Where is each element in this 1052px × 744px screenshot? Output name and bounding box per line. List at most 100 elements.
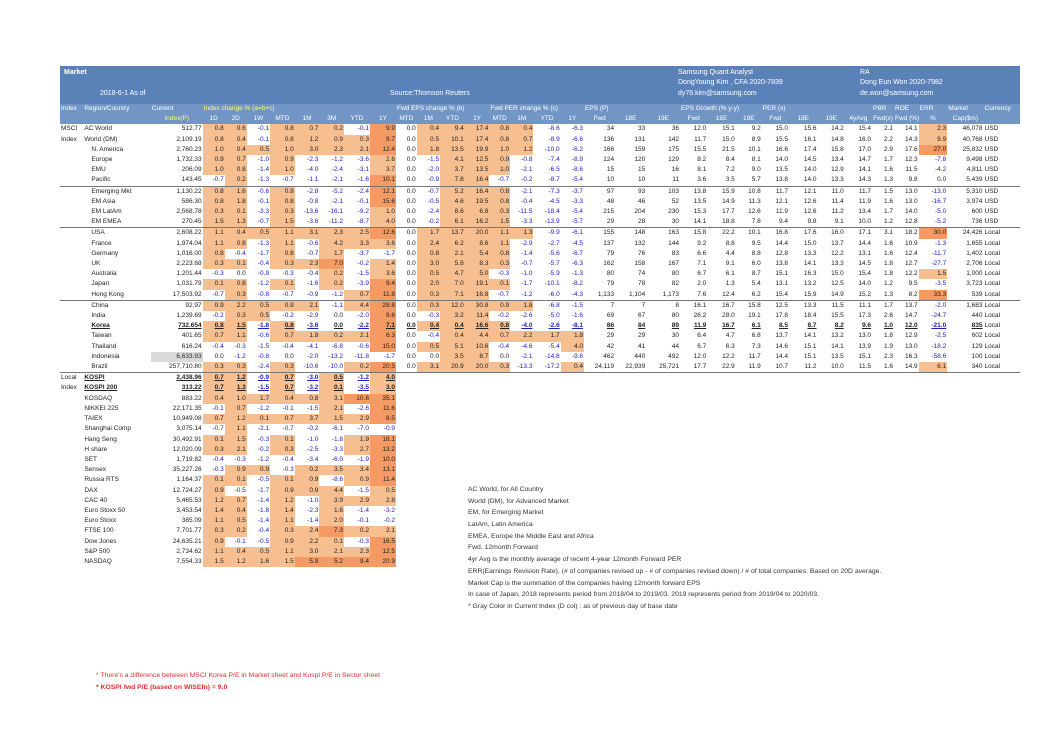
data-cell: 11.0 <box>831 187 844 195</box>
column-header: 1Y <box>464 114 490 125</box>
index-group-label <box>60 290 83 301</box>
index-group-label <box>60 547 83 557</box>
data-cell: 11.2 <box>804 363 817 371</box>
data-cell: 0.9 <box>202 155 225 166</box>
local-index-row: KOSDAQ 883.22 0.4 1.0 1.7 0.4 0.8 3.1 10.6 35.1 <box>60 393 1020 404</box>
data-cell: 13.5 <box>831 352 844 360</box>
data-cell: 1.0 <box>369 207 396 218</box>
data-cell: 12.9 <box>905 332 918 340</box>
data-cell: -3.5 <box>935 280 947 288</box>
data-cell: USD <box>984 176 999 184</box>
data-cell: 5.0 <box>464 269 490 280</box>
data-cell: 14.0 <box>803 166 817 174</box>
data-cell: -1.1 <box>307 176 319 184</box>
data-cell: 0.7 <box>224 495 247 506</box>
data-cell: 89 <box>671 322 680 330</box>
local-index-row: Dow Jones 24,635.21 0.9 -0.1 -0.5 0.9 2.2 0.1 -0… <box>60 536 1020 547</box>
data-cell: 1.0 <box>270 144 295 156</box>
data-cell: 2.1 <box>224 444 247 455</box>
data-cell: 1.2 <box>883 218 894 226</box>
data-cell: -2.4 <box>331 166 344 174</box>
data-cell: 18.8 <box>722 218 735 226</box>
index-group-label <box>60 455 83 465</box>
data-cell: 7,554.33 <box>176 557 202 565</box>
region-name: USA <box>91 229 105 237</box>
data-cell: 1.2 <box>224 414 247 425</box>
data-cell: 3.0 <box>369 383 396 394</box>
region-name: Brazil <box>91 363 108 371</box>
region-name: Thailand <box>91 342 117 350</box>
data-cell: 80 <box>606 270 615 278</box>
data-cell: 10.6 <box>344 393 370 404</box>
region-name: Hang Seng <box>84 435 117 443</box>
data-cell: 79 <box>606 249 615 257</box>
data-cell: 0.3 <box>202 207 225 218</box>
data-cell: -9.6 <box>571 352 584 360</box>
data-cell: -10.6 <box>303 363 319 371</box>
data-cell: 0.3 <box>224 362 247 373</box>
column-header: 1M <box>294 114 320 125</box>
column-group-header: Index <box>60 104 84 115</box>
data-cell: -1.5 <box>307 404 319 412</box>
data-cell: -2.6 <box>357 404 369 412</box>
data-cell: 602 <box>971 332 983 340</box>
region-name: TAIEX <box>84 415 103 423</box>
local-index-row: DAX 12,724.27 0.9 -0.5 -1.7 0.9 0.9 4.4 -1.5 0.5 <box>60 485 1020 496</box>
region-name: KOSDAQ <box>84 394 113 402</box>
data-cell: -3.9 <box>357 280 369 288</box>
data-cell: 12.5 <box>369 546 396 557</box>
data-cell: 2.3 <box>319 227 345 239</box>
data-cell: -7.0 <box>357 425 369 433</box>
data-cell: -3.6 <box>307 322 319 330</box>
data-cell: -13.9 <box>544 218 560 226</box>
data-cell: -6.7 <box>571 249 584 257</box>
data-cell: 15.6 <box>369 196 396 208</box>
data-cell: 12.8 <box>775 249 788 257</box>
data-cell: 1.1 <box>202 516 225 527</box>
data-cell: 7.2 <box>725 166 735 174</box>
data-cell: 5.7 <box>751 176 761 184</box>
market-row: Japan 1,031.79 0.1 0.8 -1.2 0.1 -1.6 0.2 -3.9 9.4… <box>60 279 1020 290</box>
note-line: LatAm, Latin America <box>468 521 533 529</box>
data-cell: 11.4 <box>369 475 396 486</box>
data-cell: -6.3 <box>571 125 584 133</box>
column-group-header: ERR <box>918 104 948 115</box>
data-cell: 76 <box>638 249 646 257</box>
data-cell: -1.5 <box>357 486 369 494</box>
index-group-label <box>60 516 83 526</box>
data-cell: 2,109.19 <box>176 135 202 143</box>
data-cell: 10.1 <box>440 134 465 145</box>
data-cell: 0.8 <box>489 321 511 332</box>
region-name: N. America <box>91 145 124 153</box>
data-cell: 0.4 <box>224 227 247 239</box>
data-cell: 12.3 <box>905 156 918 164</box>
data-cell: 0.0 <box>406 135 416 143</box>
data-cell: 2.4 <box>294 526 320 537</box>
data-cell: 2.3 <box>319 144 345 156</box>
data-cell: -2.9 <box>307 312 319 320</box>
data-cell: 0.5 <box>416 269 441 280</box>
data-cell: 12.4 <box>369 144 396 156</box>
index-group-label <box>60 486 83 496</box>
data-cell: 83 <box>671 249 680 257</box>
data-cell: 0.2 <box>319 124 345 135</box>
data-cell: 1.6 <box>246 556 271 568</box>
data-cell: 9.4 <box>344 556 370 568</box>
region-name: Russia RTS <box>84 476 119 484</box>
data-cell: 3.6 <box>369 269 396 280</box>
data-cell: 462 <box>603 352 615 360</box>
data-cell: 2.3 <box>883 352 894 360</box>
market-row: Thailand 616.24 -0.4 -0.3 -1.5 -0.4 -4.1 -6.8 -0… <box>60 341 1020 352</box>
data-cell: 2.1 <box>319 546 345 557</box>
column-header: 19E <box>646 114 681 125</box>
data-cell: 1,133 <box>597 290 615 298</box>
data-cell: 6.6 <box>697 249 707 257</box>
region-name: S&P 500 <box>84 547 110 555</box>
data-cell: -5.6 <box>548 249 560 257</box>
data-cell: 131 <box>634 135 646 143</box>
data-cell: 8.4 <box>725 156 735 164</box>
data-cell: 13.8 <box>775 176 788 184</box>
data-cell: 1.6 <box>883 239 894 247</box>
data-cell: -0.5 <box>234 486 246 494</box>
data-cell: 1.0 <box>202 165 225 176</box>
